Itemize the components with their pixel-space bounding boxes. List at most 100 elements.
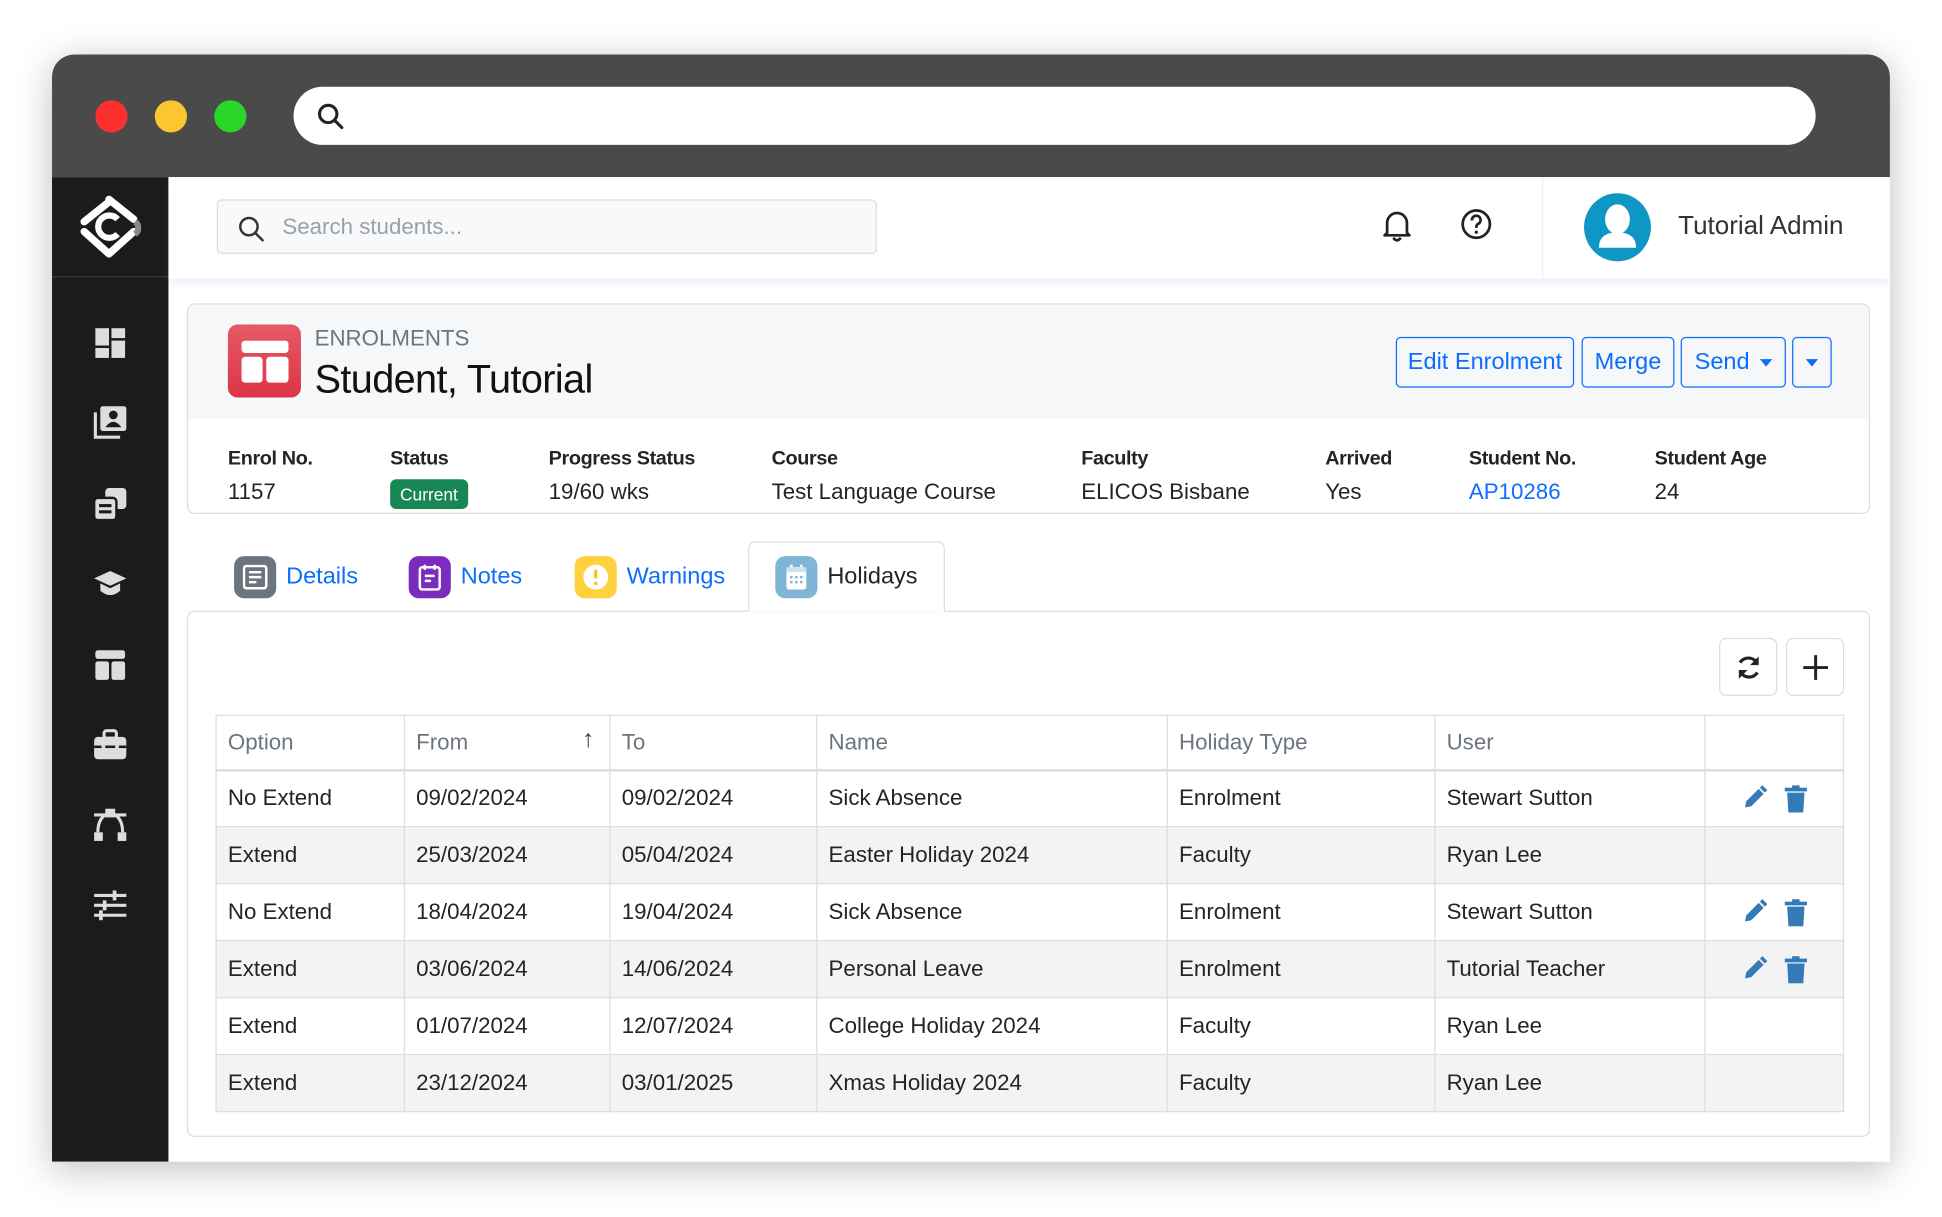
faculty-label: Faculty (1081, 448, 1148, 470)
enrol-no-label: Enrol No. (227, 448, 313, 470)
edit-icon[interactable] (1742, 955, 1767, 981)
cell-from: 01/07/2024 (403, 996, 611, 1056)
column-header-label: To (621, 729, 646, 754)
sidebar-item-courses[interactable] (93, 566, 128, 601)
sort-ascending-icon[interactable]: ↑ (582, 725, 595, 754)
sidebar-item-layout[interactable] (93, 648, 128, 683)
search-input[interactable] (282, 200, 853, 253)
app-logo-icon[interactable] (77, 194, 142, 258)
holidays-table: Option From ↑ To Name Holiday Type User No Ext… (215, 714, 1845, 1113)
cell-name: Sick Absence (816, 883, 1168, 942)
tab-label: Notes (460, 562, 523, 589)
cell-to: 05/04/2024 (609, 826, 818, 885)
cell-actions (1704, 769, 1845, 828)
tab-warnings[interactable]: Warnings (574, 541, 725, 612)
dashboard-icon (95, 328, 126, 358)
cell-user: Ryan Lee (1434, 826, 1706, 885)
column-header-user[interactable]: User (1434, 714, 1706, 771)
cell-from: 03/06/2024 (403, 940, 611, 999)
search-icon (317, 103, 344, 130)
edit-icon[interactable] (1742, 898, 1767, 924)
column-header-name[interactable]: Name (816, 714, 1168, 771)
sidebar-item-jobs[interactable] (93, 727, 128, 762)
student-search[interactable] (216, 199, 877, 254)
edit-icon[interactable] (1742, 784, 1767, 810)
cell-user: Ryan Lee (1434, 996, 1706, 1056)
cell-to: 12/07/2024 (609, 996, 818, 1056)
warning-icon (574, 555, 617, 598)
arrived-label: Arrived (1325, 448, 1392, 470)
add-holiday-button[interactable] (1785, 637, 1845, 697)
cell-user: Ryan Lee (1434, 1053, 1706, 1113)
delete-icon[interactable] (1784, 898, 1807, 926)
browser-window: Tutorial Admin ENROLMENTS Student, Tutor… (52, 54, 1890, 1162)
sidebar-item-network[interactable] (93, 808, 128, 843)
send-button[interactable]: Send (1680, 336, 1786, 388)
address-bar[interactable] (293, 86, 1816, 145)
table-row[interactable]: Extend 03/06/2024 14/06/2024 Personal Leave… (215, 940, 1845, 999)
progress-status-value: 19/60 wks (548, 479, 650, 505)
user-name[interactable]: Tutorial Admin (1678, 211, 1844, 241)
more-actions-dropdown[interactable] (1792, 336, 1832, 388)
cell-actions (1704, 1053, 1845, 1113)
refresh-button[interactable] (1719, 637, 1778, 697)
enrolment-header: ENROLMENTS Student, Tutorial Edit Enrolm… (188, 304, 1869, 419)
status-label: Status (390, 448, 449, 470)
cell-type: Enrolment (1166, 769, 1436, 828)
sidebar (52, 177, 169, 1162)
table-row[interactable]: Extend 01/07/2024 12/07/2024 College Holida… (215, 996, 1845, 1056)
column-header-holiday-type[interactable]: Holiday Type (1166, 714, 1436, 771)
column-header-label: From (416, 729, 469, 754)
column-header-from[interactable]: From ↑ (403, 714, 611, 771)
table-row[interactable]: Extend 25/03/2024 05/04/2024 Easter Holiday… (215, 826, 1845, 885)
close-window-button[interactable] (95, 100, 128, 133)
tab-holidays[interactable]: Holidays (748, 541, 945, 612)
column-header-to[interactable]: To (609, 714, 818, 771)
bell-icon[interactable] (1381, 208, 1413, 243)
cell-option: No Extend (215, 769, 405, 828)
delete-icon[interactable] (1784, 784, 1807, 813)
table-row[interactable]: Extend 23/12/2024 03/01/2025 Xmas Holiday 2… (215, 1053, 1845, 1113)
student-age-value: 24 (1654, 479, 1680, 505)
page-title: Student, Tutorial (314, 356, 594, 402)
delete-icon[interactable] (1784, 955, 1807, 983)
tab-label: Holidays (827, 562, 918, 589)
cell-actions (1704, 996, 1845, 1056)
cell-option: Extend (215, 1053, 405, 1113)
table-row[interactable]: No Extend 09/02/2024 09/02/2024 Sick Absenc… (215, 769, 1845, 828)
top-header: Tutorial Admin (168, 177, 1890, 279)
minimize-window-button[interactable] (154, 100, 188, 133)
cell-from: 25/03/2024 (403, 826, 611, 885)
sidebar-divider (52, 276, 169, 278)
edit-enrolment-button[interactable]: Edit Enrolment (1395, 336, 1575, 388)
column-header-label: Holiday Type (1179, 729, 1308, 754)
tab-details[interactable]: Details (234, 541, 358, 612)
sliders-icon (94, 890, 127, 921)
cell-name: Easter Holiday 2024 (816, 826, 1168, 885)
sidebar-item-contacts[interactable] (93, 405, 128, 440)
cell-to: 14/06/2024 (609, 940, 818, 999)
sidebar-item-documents[interactable] (92, 487, 128, 522)
tab-notes[interactable]: Notes (408, 541, 523, 612)
cell-option: Extend (215, 826, 405, 885)
browser-titlebar (52, 54, 1890, 178)
merge-button[interactable]: Merge (1581, 336, 1675, 388)
cell-from: 09/02/2024 (403, 769, 611, 828)
course-value: Test Language Course (771, 479, 996, 505)
progress-status-label: Progress Status (548, 448, 696, 470)
avatar[interactable] (1584, 193, 1651, 262)
help-icon[interactable] (1460, 208, 1492, 240)
cell-actions (1704, 940, 1845, 999)
cell-name: Sick Absence (816, 769, 1168, 828)
table-row[interactable]: No Extend 18/04/2024 19/04/2024 Sick Absenc… (215, 883, 1845, 942)
student-no-link[interactable]: AP10286 (1468, 479, 1561, 505)
cell-option: Extend (215, 940, 405, 999)
cell-user: Tutorial Teacher (1434, 940, 1706, 999)
column-header-option[interactable]: Option (215, 714, 405, 771)
user-icon (1598, 204, 1637, 248)
sidebar-item-dashboard[interactable] (93, 326, 128, 361)
maximize-window-button[interactable] (214, 100, 247, 133)
sidebar-item-settings[interactable] (93, 888, 128, 923)
documents-icon (92, 487, 127, 522)
enrolment-card: ENROLMENTS Student, Tutorial Edit Enrolm… (187, 303, 1871, 514)
